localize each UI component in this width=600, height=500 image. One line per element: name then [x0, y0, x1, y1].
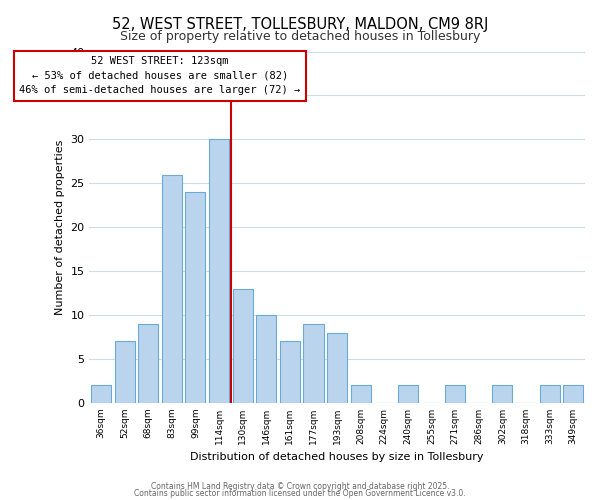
Bar [233, 288, 253, 403]
Bar [256, 315, 277, 403]
Bar [304, 324, 323, 403]
Text: Contains public sector information licensed under the Open Government Licence v3: Contains public sector information licen… [134, 490, 466, 498]
Text: 52, WEST STREET, TOLLESBURY, MALDON, CM9 8RJ: 52, WEST STREET, TOLLESBURY, MALDON, CM9… [112, 18, 488, 32]
X-axis label: Distribution of detached houses by size in Tollesbury: Distribution of detached houses by size … [190, 452, 484, 462]
Text: Size of property relative to detached houses in Tollesbury: Size of property relative to detached ho… [120, 30, 480, 43]
Bar [445, 386, 465, 403]
Bar [138, 324, 158, 403]
Bar [185, 192, 205, 403]
Text: 52 WEST STREET: 123sqm
← 53% of detached houses are smaller (82)
46% of semi-det: 52 WEST STREET: 123sqm ← 53% of detached… [19, 56, 301, 96]
Bar [539, 386, 560, 403]
Bar [398, 386, 418, 403]
Bar [91, 386, 111, 403]
Bar [280, 342, 300, 403]
Text: Contains HM Land Registry data © Crown copyright and database right 2025.: Contains HM Land Registry data © Crown c… [151, 482, 449, 491]
Bar [327, 332, 347, 403]
Bar [209, 140, 229, 403]
Bar [493, 386, 512, 403]
Bar [563, 386, 583, 403]
Bar [162, 174, 182, 403]
Y-axis label: Number of detached properties: Number of detached properties [55, 140, 65, 315]
Bar [115, 342, 134, 403]
Bar [350, 386, 371, 403]
